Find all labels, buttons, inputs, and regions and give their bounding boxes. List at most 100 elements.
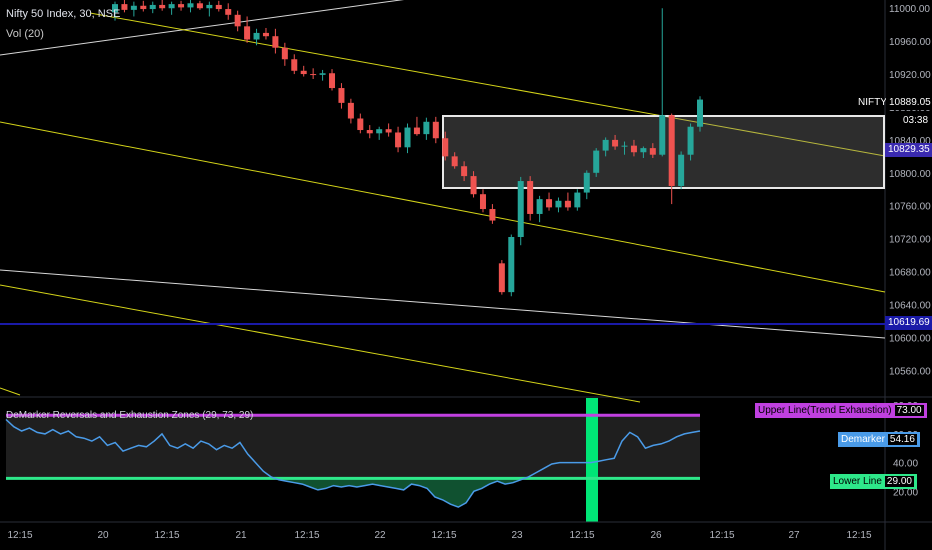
- candle-body: [130, 5, 137, 10]
- symbol-title[interactable]: Nifty 50 Index, 30, NSE: [6, 8, 121, 20]
- trend-lines: [0, 0, 886, 403]
- candle-body: [630, 145, 637, 153]
- candle-body: [668, 115, 675, 186]
- symbol-label: NIFTY: [858, 97, 887, 108]
- price-tick-label: 11000.00: [889, 4, 930, 15]
- candle-body: [310, 74, 317, 76]
- candle-body: [272, 36, 279, 48]
- candle: [319, 69, 326, 81]
- candle: [640, 146, 647, 158]
- candle: [517, 176, 524, 246]
- candle: [281, 42, 288, 66]
- candle: [432, 116, 439, 144]
- candle-body: [121, 4, 128, 10]
- candlestick-series: [112, 0, 703, 297]
- last-price: 10889.05: [889, 97, 931, 108]
- volume-indicator-label[interactable]: Vol (20): [6, 28, 44, 40]
- candle: [423, 117, 430, 140]
- candle: [574, 189, 581, 211]
- price-tick-label: 10760.00: [889, 202, 931, 213]
- candle-body: [225, 9, 232, 15]
- time-tick-label: 23: [511, 530, 523, 541]
- candle: [649, 143, 656, 158]
- time-tick-label: 22: [374, 530, 386, 541]
- time-tick-label: 12:15: [431, 530, 456, 541]
- candle: [121, 0, 128, 13]
- oversold-fill: [6, 478, 700, 508]
- candle: [555, 197, 562, 213]
- candle: [272, 28, 279, 54]
- candle-body: [536, 199, 543, 214]
- candle: [206, 1, 213, 17]
- indicator-title[interactable]: DeMarker Reversals and Exhaustion Zones …: [6, 410, 254, 421]
- time-tick-label: 12:15: [7, 530, 32, 541]
- time-tick-label: 27: [788, 530, 800, 541]
- candle: [366, 125, 373, 139]
- candle: [697, 96, 703, 132]
- candle: [338, 83, 345, 109]
- price-tick-label: 10960.00: [889, 37, 931, 48]
- time-tick-label: 12:15: [294, 530, 319, 541]
- price-tick-label: 10920.00: [889, 70, 931, 81]
- candle-body: [366, 130, 373, 134]
- yellow-trend-line-4: [0, 387, 21, 396]
- candle-body: [574, 192, 581, 208]
- candle: [404, 123, 411, 154]
- price-tick-label: 10840.00: [889, 136, 931, 147]
- candle: [187, 0, 194, 13]
- candle: [602, 137, 609, 157]
- candle: [451, 152, 458, 169]
- candle: [234, 10, 241, 32]
- candle-body: [187, 3, 194, 8]
- candle-body: [508, 237, 515, 293]
- time-tick-label: 20: [97, 530, 109, 541]
- candle-body: [470, 176, 477, 195]
- lower-line-value: 29.00: [884, 476, 914, 487]
- candle: [159, 0, 166, 11]
- candle-body: [697, 99, 703, 127]
- upper-line-label: Upper Line(Trend Exhaustion): [758, 405, 892, 416]
- price-tick-label: 10720.00: [889, 235, 931, 246]
- candle-body: [253, 32, 260, 40]
- candle-body: [385, 129, 392, 133]
- demarker-badge: Demarker 54.16: [838, 432, 920, 447]
- candle-body: [178, 4, 185, 8]
- candle: [178, 0, 185, 11]
- candle-body: [451, 156, 458, 167]
- candle: [196, 0, 203, 10]
- candle: [489, 204, 496, 224]
- candle-body: [583, 172, 590, 193]
- candle: [253, 28, 260, 46]
- upper-line-badge: Upper Line(Trend Exhaustion) 73.00: [755, 403, 927, 418]
- time-tick-label: 26: [650, 530, 662, 541]
- candle: [130, 1, 137, 17]
- candle: [310, 68, 317, 79]
- white-trend-line-top: [0, 0, 405, 56]
- candle-body: [678, 154, 685, 186]
- candle: [536, 195, 543, 223]
- candle: [461, 161, 468, 182]
- price-tag-blue: 10619.69: [885, 316, 932, 330]
- candle-body: [234, 14, 241, 27]
- time-axis[interactable]: 12:15 20 12:15 21 12:15 22 12:15 23 12:15 26 12:15…: [0, 521, 932, 541]
- candle-body: [432, 121, 439, 139]
- candle-body: [319, 73, 326, 75]
- candle: [593, 148, 600, 177]
- demarker-line: [5, 418, 701, 508]
- candle: [621, 141, 628, 155]
- candle: [630, 139, 637, 157]
- candle-body: [593, 150, 600, 173]
- blue-line-price: 10619.69: [888, 317, 930, 328]
- candle: [215, 0, 222, 12]
- candle-body: [621, 145, 628, 147]
- candle-body: [329, 73, 336, 89]
- candle-body: [206, 4, 213, 9]
- time-tick-label: 12:15: [709, 530, 734, 541]
- candle-body: [376, 129, 383, 134]
- demarker-label: Demarker: [841, 434, 885, 445]
- candle: [329, 69, 336, 91]
- lower-line-label: Lower Line: [833, 476, 882, 487]
- time-tick-label: 12:15: [569, 530, 594, 541]
